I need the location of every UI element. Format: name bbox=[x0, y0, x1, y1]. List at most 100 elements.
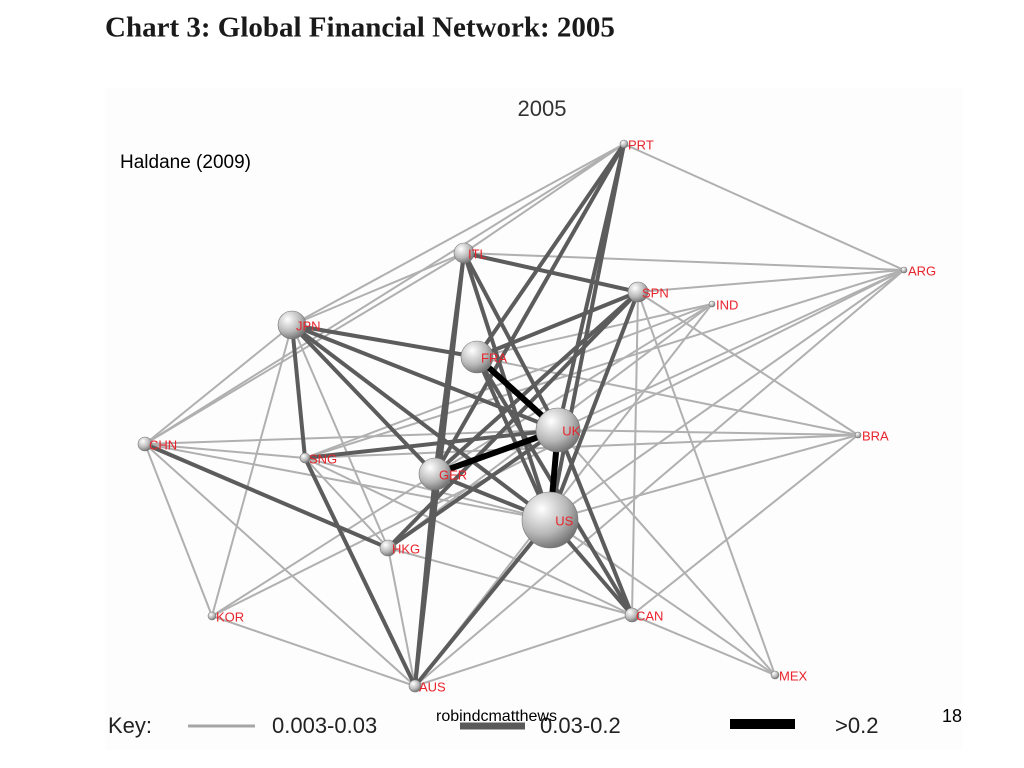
edge-light bbox=[637, 291, 776, 676]
edge-light bbox=[476, 356, 859, 436]
node-label: JPN bbox=[296, 318, 321, 333]
edge-medium bbox=[291, 323, 559, 432]
page-number: 18 bbox=[942, 706, 962, 726]
edge-medium bbox=[548, 143, 626, 521]
node-label: AUS bbox=[419, 679, 446, 694]
edge-light bbox=[387, 547, 416, 687]
edge-light bbox=[304, 303, 713, 459]
node bbox=[624, 607, 640, 623]
edge-light bbox=[549, 434, 859, 521]
node bbox=[299, 452, 311, 464]
node bbox=[408, 679, 422, 693]
edge-medium bbox=[290, 323, 437, 476]
chart-subtitle: 2005 bbox=[518, 96, 567, 121]
edge-light bbox=[144, 443, 213, 617]
node bbox=[900, 266, 908, 274]
edge-light bbox=[144, 429, 559, 445]
source-note: Haldane (2009) bbox=[120, 152, 251, 173]
node bbox=[627, 281, 649, 303]
key-label: Key: bbox=[108, 713, 152, 738]
node bbox=[708, 300, 716, 308]
edge-medium bbox=[548, 291, 640, 521]
edge-medium bbox=[291, 323, 478, 359]
edge-light bbox=[144, 252, 465, 445]
edge-light bbox=[414, 269, 905, 687]
edge-medium bbox=[463, 251, 639, 294]
node bbox=[453, 242, 475, 264]
edge-light bbox=[549, 519, 776, 676]
edge-light bbox=[304, 269, 905, 459]
node-label: FRA bbox=[481, 350, 507, 365]
title: Chart 3: Global Financial Network: 2005 bbox=[105, 12, 615, 44]
node bbox=[535, 407, 581, 453]
edge-light bbox=[557, 429, 859, 436]
key-item: 0.03-0.2 bbox=[540, 713, 621, 738]
edge-light bbox=[144, 443, 551, 521]
edge-light bbox=[557, 269, 905, 431]
edge-light bbox=[144, 143, 625, 445]
edge-medium bbox=[290, 323, 552, 522]
edge-medium bbox=[433, 290, 640, 476]
edge-medium bbox=[475, 356, 552, 521]
edge-medium bbox=[433, 143, 626, 475]
node-label: BRA bbox=[862, 428, 889, 443]
edge-medium bbox=[303, 457, 417, 687]
edge-light bbox=[291, 252, 465, 326]
edge-light bbox=[144, 443, 416, 687]
edge-light bbox=[463, 252, 905, 271]
node bbox=[418, 457, 452, 491]
footer-author: robindcmatthews bbox=[436, 708, 557, 725]
edge-light bbox=[304, 434, 859, 459]
edge-light bbox=[623, 143, 905, 271]
edge-light bbox=[557, 429, 776, 676]
node-label: ITL bbox=[468, 246, 487, 261]
edge-medium bbox=[413, 518, 552, 688]
node bbox=[770, 670, 780, 680]
node-label: HKG bbox=[392, 541, 420, 556]
edge-light bbox=[631, 614, 776, 676]
node bbox=[521, 491, 579, 549]
key-item: >0.2 bbox=[835, 713, 878, 738]
node bbox=[207, 611, 217, 621]
edge-light bbox=[637, 269, 905, 293]
edge-medium bbox=[304, 428, 559, 460]
node-label: US bbox=[555, 513, 573, 528]
edge-light bbox=[211, 615, 416, 687]
node-label: CHN bbox=[149, 437, 177, 452]
edge-light bbox=[291, 143, 625, 326]
node-label: ARG bbox=[908, 263, 936, 278]
node bbox=[277, 310, 307, 340]
node-label: SNG bbox=[309, 451, 337, 466]
node-label: IND bbox=[716, 297, 738, 312]
edge-light bbox=[304, 457, 551, 521]
node-label: CAN bbox=[636, 608, 663, 623]
node-label: MEX bbox=[779, 668, 808, 683]
node bbox=[854, 431, 862, 439]
edge-light bbox=[291, 324, 389, 549]
node-label: SPN bbox=[642, 285, 669, 300]
nodes: PRT ITL SPN ARG IND JPN FRA UK BRA CHN SNG GER US HKG… bbox=[137, 137, 936, 694]
edge-light bbox=[549, 269, 905, 521]
edge-light bbox=[304, 457, 389, 549]
edge-medium bbox=[144, 442, 389, 550]
edge-medium bbox=[476, 290, 639, 359]
node bbox=[619, 139, 629, 149]
edge-light bbox=[144, 443, 306, 459]
node-label: PRT bbox=[628, 137, 654, 152]
node-label: UK bbox=[562, 423, 580, 438]
edge-light bbox=[631, 434, 859, 616]
edge-light bbox=[637, 291, 859, 436]
edge-light bbox=[211, 473, 436, 617]
edge-light bbox=[463, 143, 625, 254]
edge-light bbox=[304, 457, 633, 616]
edge-light bbox=[631, 291, 639, 616]
edge-medium bbox=[556, 429, 634, 616]
edge-medium bbox=[413, 473, 437, 687]
edge-light bbox=[211, 324, 293, 617]
edges bbox=[144, 142, 905, 688]
node-label: GER bbox=[439, 467, 467, 482]
edge-medium bbox=[290, 324, 307, 459]
node bbox=[379, 539, 397, 557]
node-label: KOR bbox=[216, 609, 244, 624]
